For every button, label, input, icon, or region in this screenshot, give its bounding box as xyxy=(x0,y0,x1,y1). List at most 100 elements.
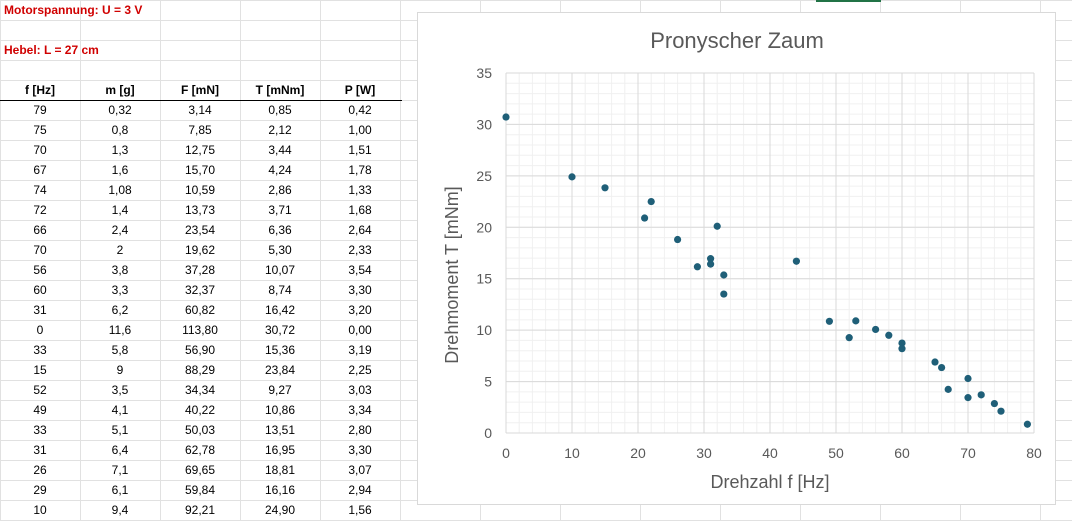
table-cell[interactable]: 3,07 xyxy=(348,463,372,477)
table-cell[interactable]: 2,94 xyxy=(348,483,372,497)
table-cell[interactable]: 16,16 xyxy=(264,483,296,497)
table-cell[interactable]: 74 xyxy=(33,183,47,197)
table-cell[interactable]: 6,4 xyxy=(111,443,129,457)
table-cell[interactable]: 56 xyxy=(33,263,47,277)
table-cell[interactable]: 1,68 xyxy=(348,203,372,217)
table-cell[interactable]: 3,71 xyxy=(268,203,292,217)
table-cell[interactable]: 88,29 xyxy=(184,363,216,377)
table-cell[interactable]: 113,80 xyxy=(182,323,218,337)
table-cell[interactable]: 29 xyxy=(33,483,47,497)
table-cell[interactable]: 9 xyxy=(116,363,124,377)
table-cell[interactable]: 40,22 xyxy=(184,403,216,417)
table-cell[interactable]: 1,08 xyxy=(108,183,132,197)
table-cell[interactable]: 3,8 xyxy=(111,263,129,277)
table-cell[interactable]: 15,70 xyxy=(184,163,216,177)
table-cell[interactable]: 13,51 xyxy=(264,423,296,437)
column-header[interactable]: m [g] xyxy=(105,83,135,97)
table-cell[interactable]: 3,30 xyxy=(348,443,372,457)
table-cell[interactable]: 15 xyxy=(33,363,47,377)
table-cell[interactable]: 16,95 xyxy=(264,443,296,457)
chart-area[interactable]: 0 10 20 30 40 50 60 70 80 0 5 10 15 20 25 30 35 Pronysche… xyxy=(417,12,1056,505)
table-cell[interactable]: 19,62 xyxy=(184,243,216,257)
table-cell[interactable]: 66 xyxy=(33,223,47,237)
column-header[interactable]: T [mNm] xyxy=(255,83,305,97)
table-cell[interactable]: 8,74 xyxy=(268,283,292,297)
table-cell[interactable]: 30,72 xyxy=(264,323,296,337)
table-cell[interactable]: 1,33 xyxy=(348,183,372,197)
table-cell[interactable]: 69,65 xyxy=(184,463,216,477)
table-cell[interactable]: 1,78 xyxy=(348,163,372,177)
table-cell[interactable]: 2,33 xyxy=(348,243,372,257)
table-cell[interactable]: 32,37 xyxy=(184,283,216,297)
table-cell[interactable]: 4,24 xyxy=(268,163,292,177)
table-cell[interactable]: 49 xyxy=(33,403,47,417)
table-cell[interactable]: 70 xyxy=(33,243,47,257)
table-cell[interactable]: 67 xyxy=(33,163,47,177)
table-cell[interactable]: 2,4 xyxy=(111,223,129,237)
table-cell[interactable]: 33 xyxy=(33,343,47,357)
table-cell[interactable]: 15,36 xyxy=(264,343,296,357)
table-cell[interactable]: 1,4 xyxy=(111,203,129,217)
table-cell[interactable]: 23,84 xyxy=(264,363,296,377)
table-cell[interactable]: 10 xyxy=(33,503,47,517)
table-cell[interactable]: 4,1 xyxy=(111,403,129,417)
table-cell[interactable]: 33 xyxy=(33,423,47,437)
table-cell[interactable]: 9,4 xyxy=(111,503,129,517)
table-cell[interactable]: 2,86 xyxy=(268,183,292,197)
table-cell[interactable]: 11,6 xyxy=(108,323,132,337)
table-cell[interactable]: 1,6 xyxy=(111,163,129,177)
table-cell[interactable]: 16,42 xyxy=(264,303,296,317)
table-cell[interactable]: 10,07 xyxy=(264,263,296,277)
table-cell[interactable]: 7,85 xyxy=(188,123,212,137)
column-header[interactable]: F [mN] xyxy=(181,83,219,97)
table-cell[interactable]: 3,14 xyxy=(188,103,212,117)
column-header[interactable]: f [Hz] xyxy=(25,83,55,97)
table-cell[interactable]: 26 xyxy=(33,463,47,477)
table-cell[interactable]: 31 xyxy=(33,303,47,317)
table-cell[interactable]: 1,56 xyxy=(348,503,372,517)
table-cell[interactable]: 5,8 xyxy=(111,343,129,357)
table-cell[interactable]: 92,21 xyxy=(184,503,216,517)
table-cell[interactable]: 56,90 xyxy=(184,343,216,357)
table-cell[interactable]: 37,28 xyxy=(184,263,216,277)
table-cell[interactable]: 6,1 xyxy=(111,483,129,497)
table-cell[interactable]: 3,19 xyxy=(348,343,372,357)
table-cell[interactable]: 2,25 xyxy=(348,363,372,377)
table-cell[interactable]: 5,1 xyxy=(111,423,129,437)
table-cell[interactable]: 0,85 xyxy=(268,103,292,117)
table-cell[interactable]: 75 xyxy=(33,123,47,137)
table-cell[interactable]: 3,03 xyxy=(348,383,372,397)
table-cell[interactable]: 31 xyxy=(33,443,47,457)
table-cell[interactable]: 60,82 xyxy=(184,303,216,317)
table-cell[interactable]: 2,80 xyxy=(348,423,372,437)
table-cell[interactable]: 18,81 xyxy=(264,463,296,477)
table-cell[interactable]: 50,03 xyxy=(184,423,216,437)
table-cell[interactable]: 62,78 xyxy=(184,443,216,457)
table-cell[interactable]: 2,64 xyxy=(348,223,372,237)
table-cell[interactable]: 3,3 xyxy=(111,283,129,297)
table-cell[interactable]: 59,84 xyxy=(184,483,216,497)
table-cell[interactable]: 2,12 xyxy=(268,123,292,137)
table-cell[interactable]: 2 xyxy=(116,243,124,257)
column-header[interactable]: P [W] xyxy=(344,83,376,97)
table-cell[interactable]: 6,36 xyxy=(268,223,292,237)
table-cell[interactable]: 52 xyxy=(33,383,47,397)
table-cell[interactable]: 0,42 xyxy=(348,103,372,117)
table-cell[interactable]: 70 xyxy=(33,143,47,157)
table-cell[interactable]: 13,73 xyxy=(184,203,216,217)
table-cell[interactable]: 3,20 xyxy=(348,303,372,317)
table-cell[interactable]: 0,8 xyxy=(111,123,129,137)
table-cell[interactable]: 5,30 xyxy=(268,243,292,257)
table-cell[interactable]: 1,51 xyxy=(348,143,372,157)
table-cell[interactable]: 3,44 xyxy=(268,143,292,157)
table-cell[interactable]: 9,27 xyxy=(268,383,292,397)
table-cell[interactable]: 10,59 xyxy=(184,183,216,197)
table-cell[interactable]: 3,54 xyxy=(348,263,372,277)
table-cell[interactable]: 3,5 xyxy=(111,383,129,397)
table-cell[interactable]: 1,00 xyxy=(348,123,372,137)
table-cell[interactable]: 7,1 xyxy=(111,463,129,477)
table-cell[interactable]: 23,54 xyxy=(184,223,216,237)
table-cell[interactable]: 1,3 xyxy=(111,143,129,157)
voltage-label[interactable]: Motorspannung: U = 3 V xyxy=(4,3,143,17)
table-cell[interactable]: 72 xyxy=(33,203,47,217)
